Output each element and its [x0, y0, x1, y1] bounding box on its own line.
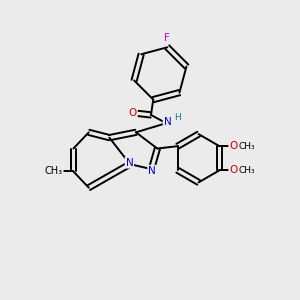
Text: O: O — [229, 165, 238, 175]
Text: N: N — [148, 166, 156, 176]
Text: O: O — [129, 108, 137, 118]
Text: O: O — [229, 141, 238, 151]
Text: H: H — [174, 113, 181, 122]
Text: CH₃: CH₃ — [239, 142, 256, 151]
Text: CH₃: CH₃ — [45, 167, 63, 176]
Text: N: N — [164, 117, 171, 127]
Text: N: N — [125, 158, 133, 168]
Text: CH₃: CH₃ — [239, 166, 256, 175]
Text: F: F — [164, 33, 170, 43]
